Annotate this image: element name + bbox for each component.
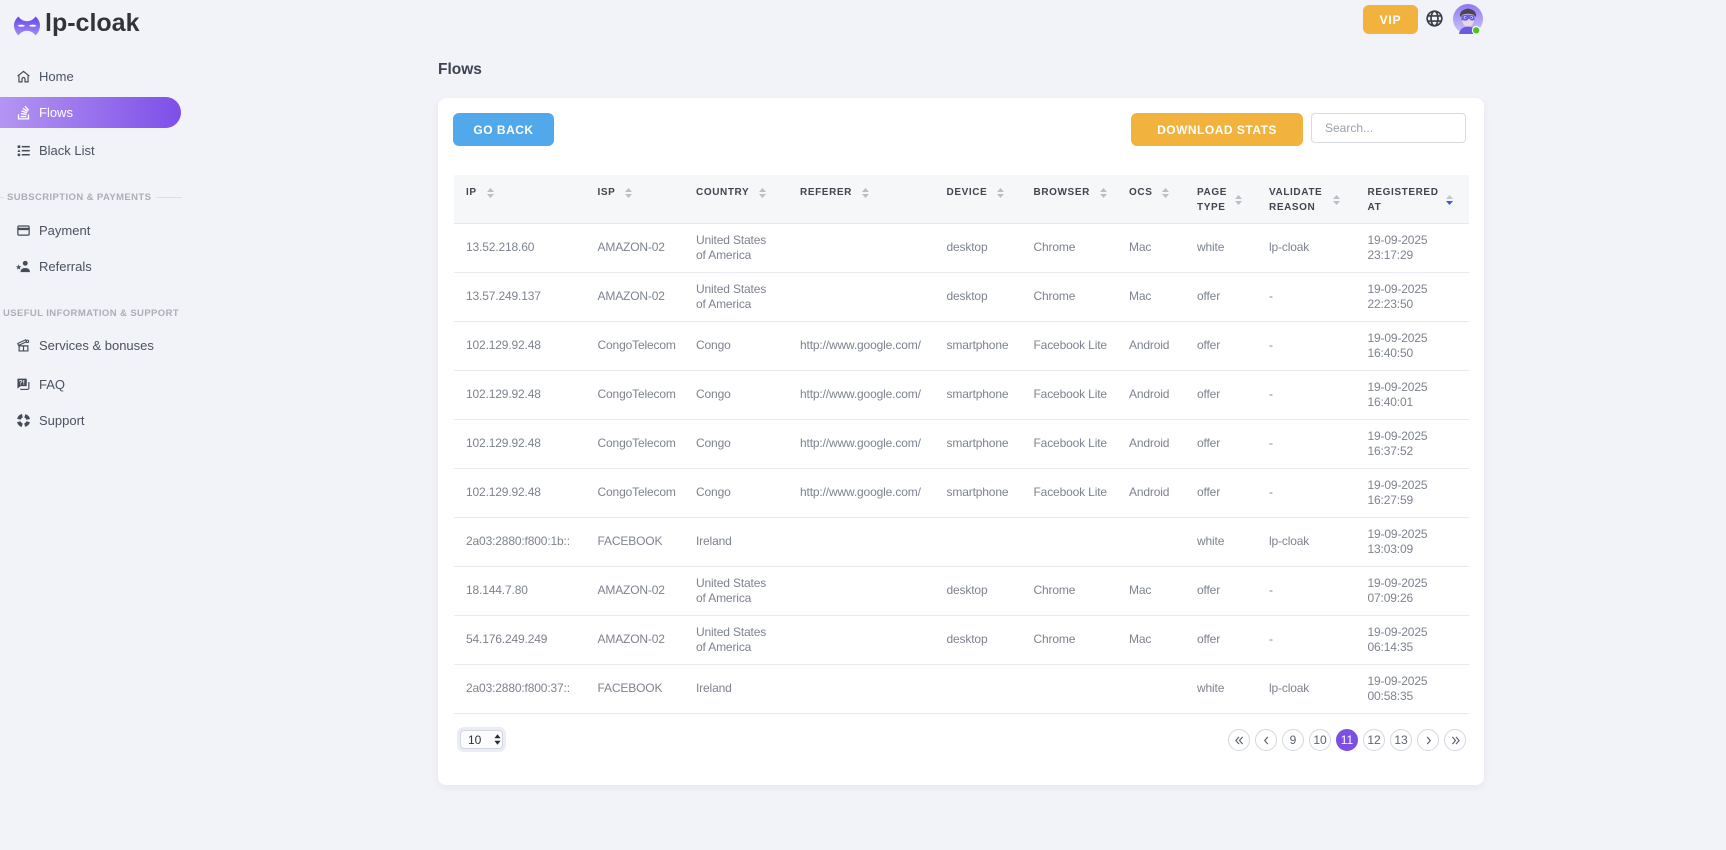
svg-text:?!: ?!	[19, 379, 25, 386]
